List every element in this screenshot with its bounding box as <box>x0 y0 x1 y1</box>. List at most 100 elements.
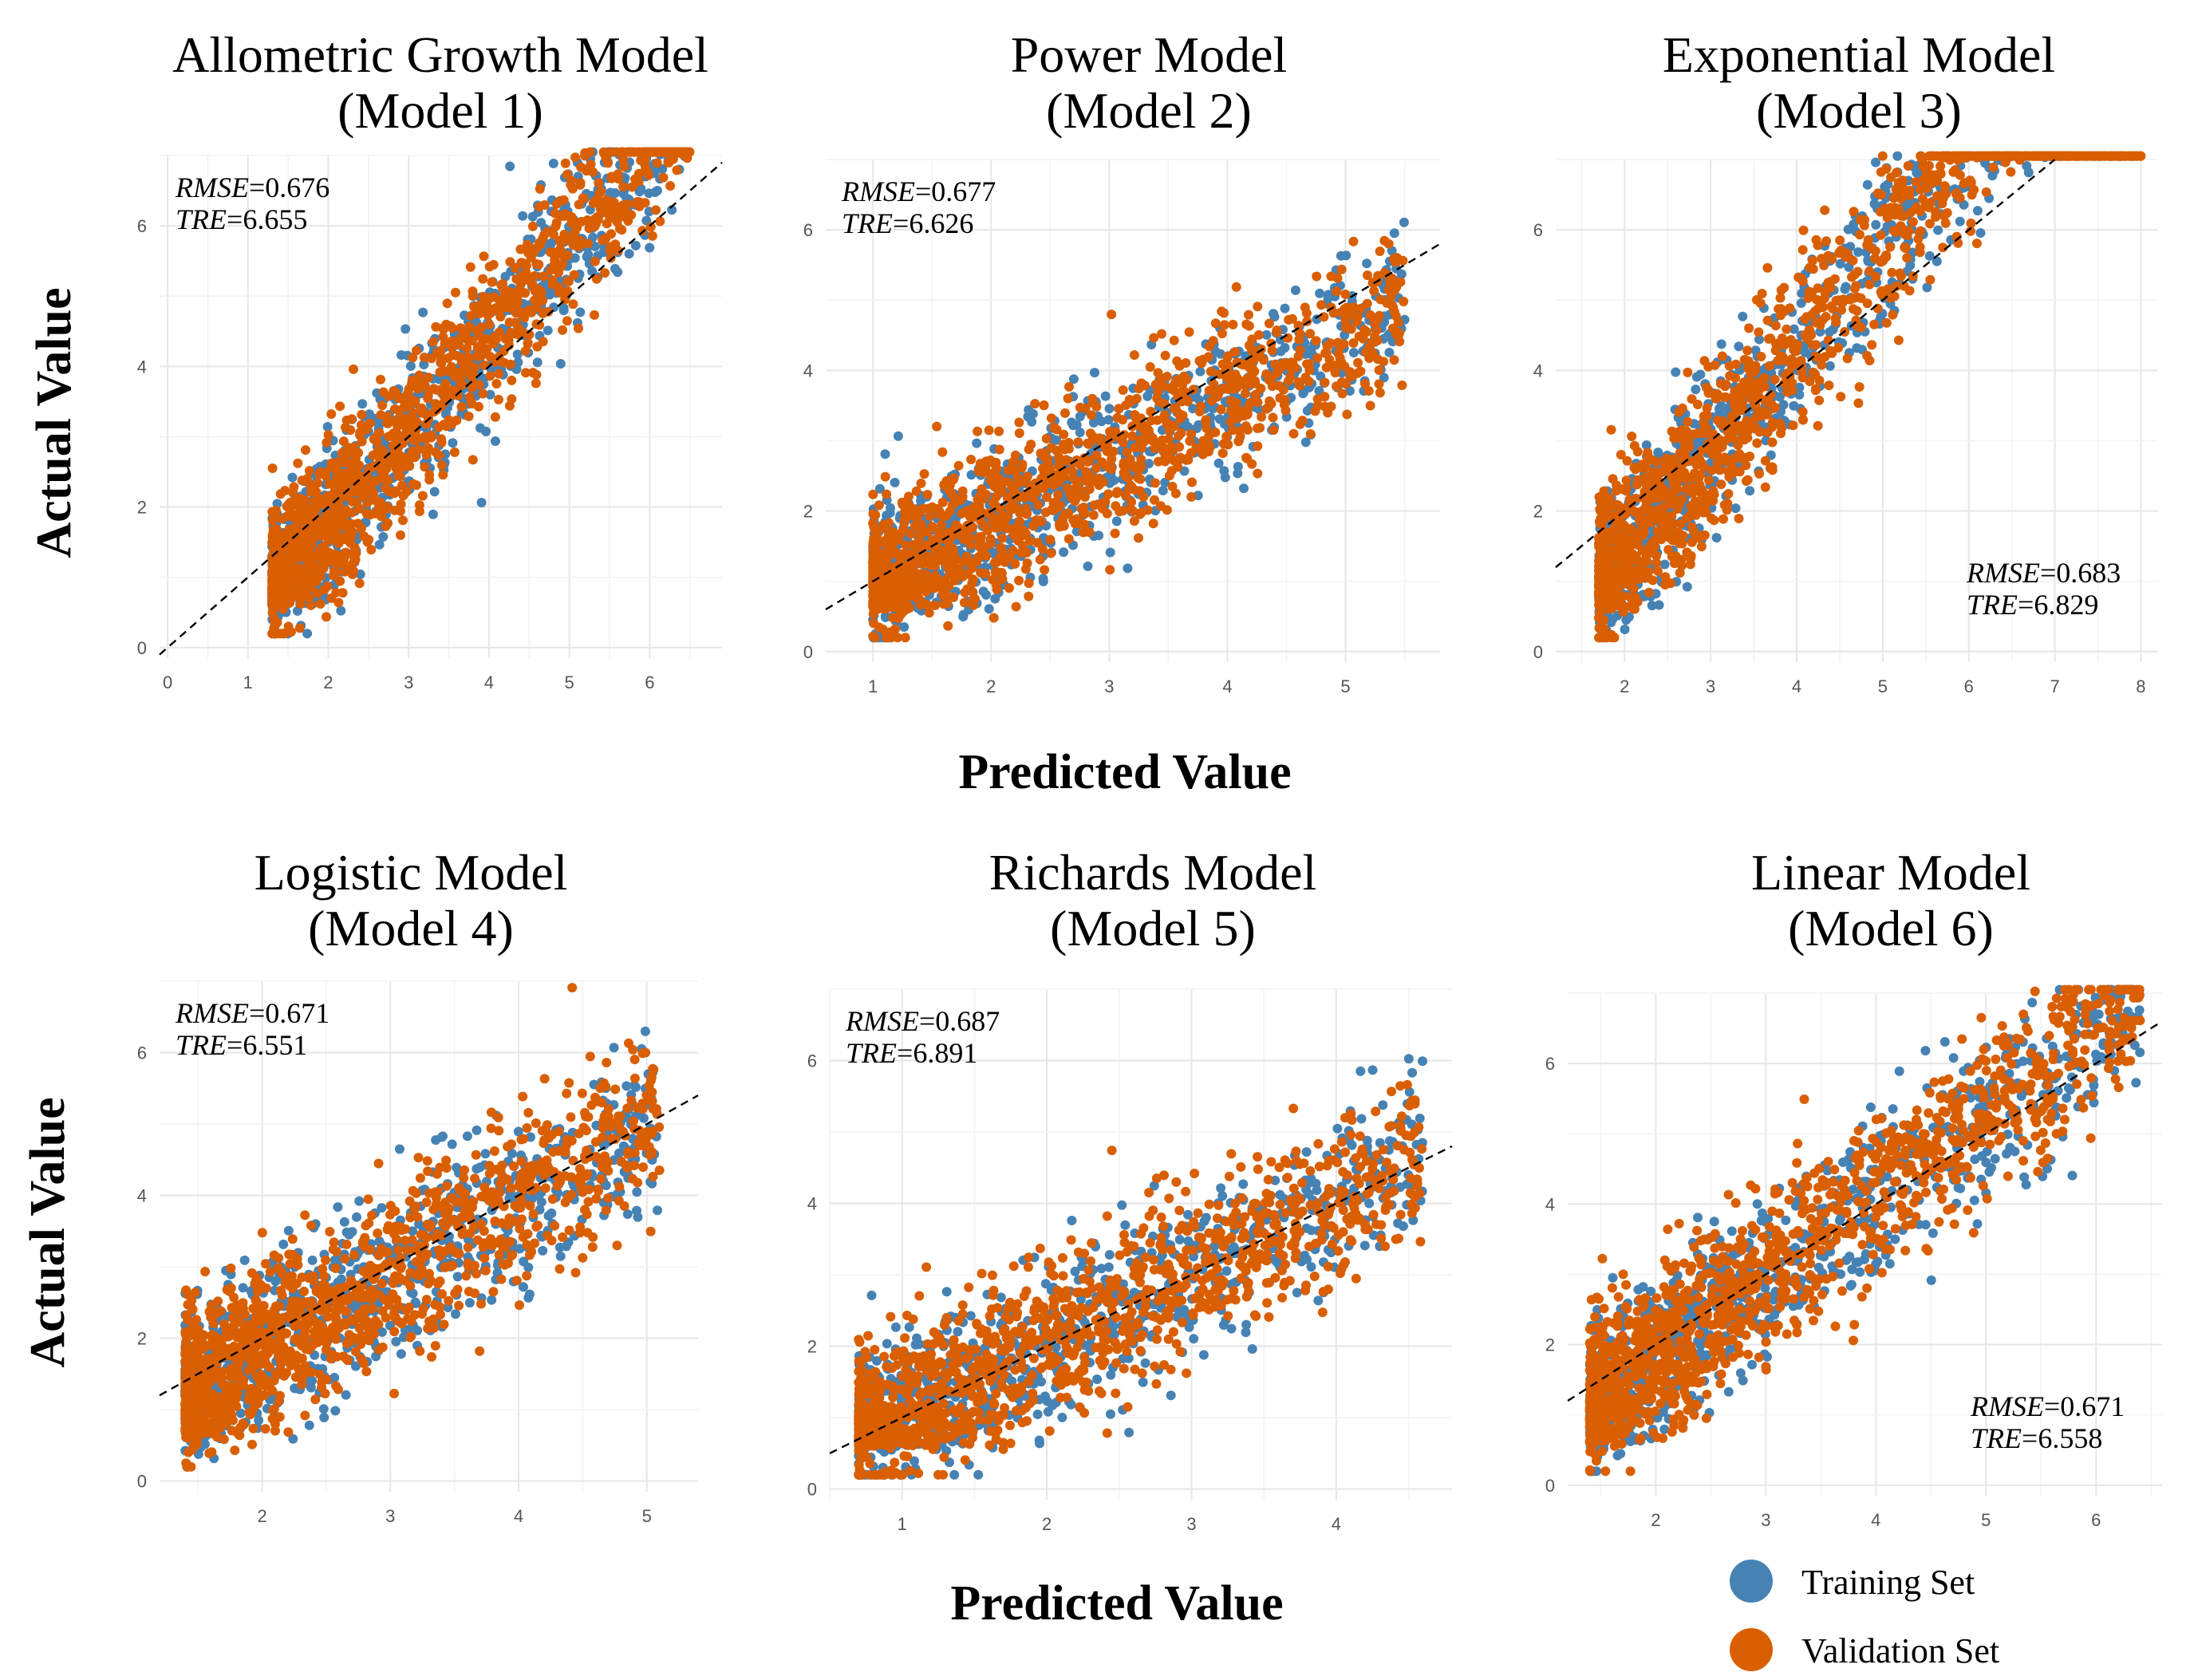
data-point <box>968 587 978 597</box>
data-point <box>570 152 581 163</box>
data-point <box>389 488 399 499</box>
data-point <box>1253 423 1263 433</box>
data-point <box>1383 239 1394 249</box>
data-point <box>452 372 462 382</box>
data-point <box>1216 404 1226 415</box>
rmse-annotation: RMSE=0.677 <box>841 175 996 207</box>
data-point <box>1102 508 1112 519</box>
data-point <box>1272 368 1282 378</box>
data-point <box>574 323 583 333</box>
data-point <box>301 583 310 594</box>
data-point <box>547 275 558 286</box>
data-point <box>645 243 655 253</box>
data-point <box>558 325 567 335</box>
data-point <box>874 586 884 595</box>
data-point <box>467 373 477 383</box>
data-point <box>874 500 884 511</box>
data-point <box>1030 399 1040 409</box>
data-point <box>878 538 888 548</box>
rmse-annotation: RMSE=0.676 <box>175 172 329 203</box>
data-point <box>933 503 943 514</box>
data-point <box>1272 325 1282 336</box>
data-point <box>329 557 339 567</box>
data-point <box>271 505 281 515</box>
data-point <box>561 250 571 260</box>
data-point <box>1284 376 1293 386</box>
data-point <box>640 198 650 208</box>
data-point <box>868 569 878 579</box>
data-point <box>590 242 600 251</box>
data-point <box>1018 525 1028 535</box>
data-point <box>1037 544 1048 554</box>
data-point <box>1058 440 1068 450</box>
data-point <box>381 521 391 531</box>
data-point <box>352 469 362 479</box>
data-point <box>977 484 987 495</box>
data-point <box>1367 348 1378 358</box>
data-point <box>326 459 337 468</box>
data-point <box>1022 471 1032 482</box>
data-point <box>916 478 926 488</box>
data-point <box>898 499 908 510</box>
data-point <box>1244 321 1254 331</box>
data-point <box>434 450 444 460</box>
data-point <box>356 420 366 430</box>
data-point <box>1054 452 1063 463</box>
data-point <box>345 425 356 436</box>
data-point <box>478 274 488 284</box>
data-point <box>458 330 468 341</box>
data-point <box>485 389 495 400</box>
data-point <box>1087 435 1098 445</box>
data-point <box>987 511 997 522</box>
data-point <box>449 447 460 457</box>
data-point <box>1348 348 1359 358</box>
data-point <box>290 566 301 576</box>
data-point <box>516 258 527 268</box>
data-point <box>479 361 490 370</box>
data-point <box>278 604 288 614</box>
data-point <box>585 147 595 157</box>
data-point <box>464 412 474 421</box>
data-point <box>953 460 964 471</box>
data-point <box>973 495 983 505</box>
tre-name: TRE <box>842 207 893 239</box>
data-point <box>943 621 953 631</box>
data-point <box>1014 428 1024 438</box>
panel-title-line-1: Power Model <box>1011 26 1288 83</box>
data-point <box>869 618 878 629</box>
data-point <box>1233 468 1243 479</box>
data-point <box>334 519 345 529</box>
data-point <box>1017 459 1028 470</box>
data-point <box>1369 286 1379 296</box>
y-tick-label: 4 <box>803 361 813 381</box>
data-point <box>532 357 543 368</box>
data-point <box>1367 337 1378 348</box>
data-point <box>1231 398 1241 408</box>
data-point <box>1374 365 1384 375</box>
data-point <box>431 399 441 409</box>
data-point <box>1035 554 1045 565</box>
data-point <box>418 307 428 317</box>
data-point <box>1228 319 1238 329</box>
data-point <box>622 199 633 210</box>
y-tick-label: 4 <box>137 357 147 377</box>
data-point <box>994 426 1004 436</box>
data-point <box>535 293 545 303</box>
data-point <box>874 549 885 559</box>
data-point <box>1355 303 1366 314</box>
data-point <box>973 426 983 436</box>
data-point <box>587 266 598 276</box>
y-tick-label: 2 <box>803 502 813 522</box>
data-point <box>267 608 278 618</box>
data-point <box>478 388 488 399</box>
data-point <box>531 378 541 388</box>
data-point <box>619 161 629 172</box>
data-point <box>919 469 929 479</box>
data-point <box>436 357 446 367</box>
data-point <box>1333 349 1344 359</box>
x-tick-label: 3 <box>404 672 413 692</box>
data-point <box>1253 302 1263 312</box>
data-point <box>447 419 457 429</box>
data-point <box>432 347 443 357</box>
